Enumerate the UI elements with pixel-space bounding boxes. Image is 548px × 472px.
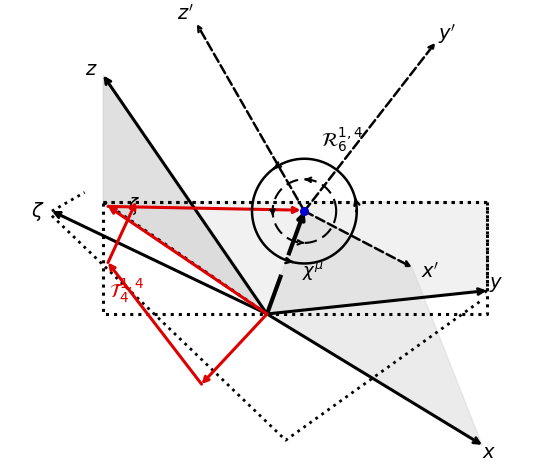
Text: $\mathcal{T}_4^{1,4}$: $\mathcal{T}_4^{1,4}$ xyxy=(109,277,145,304)
Text: $z$: $z$ xyxy=(85,61,98,79)
Text: $\mathcal{R}_6^{1,4}$: $\mathcal{R}_6^{1,4}$ xyxy=(321,126,363,154)
Text: $z'$: $z'$ xyxy=(177,4,193,24)
Text: $x$: $x$ xyxy=(482,444,496,462)
Text: $\chi^\mu$: $\chi^\mu$ xyxy=(302,261,324,282)
Text: $y$: $y$ xyxy=(489,276,503,295)
Text: $y'$: $y'$ xyxy=(438,22,456,46)
Text: $\zeta$: $\zeta$ xyxy=(128,195,140,218)
Polygon shape xyxy=(267,211,482,445)
Polygon shape xyxy=(104,202,487,314)
Text: $\zeta$: $\zeta$ xyxy=(31,200,44,223)
Polygon shape xyxy=(104,76,267,314)
Text: $x'$: $x'$ xyxy=(421,262,440,282)
